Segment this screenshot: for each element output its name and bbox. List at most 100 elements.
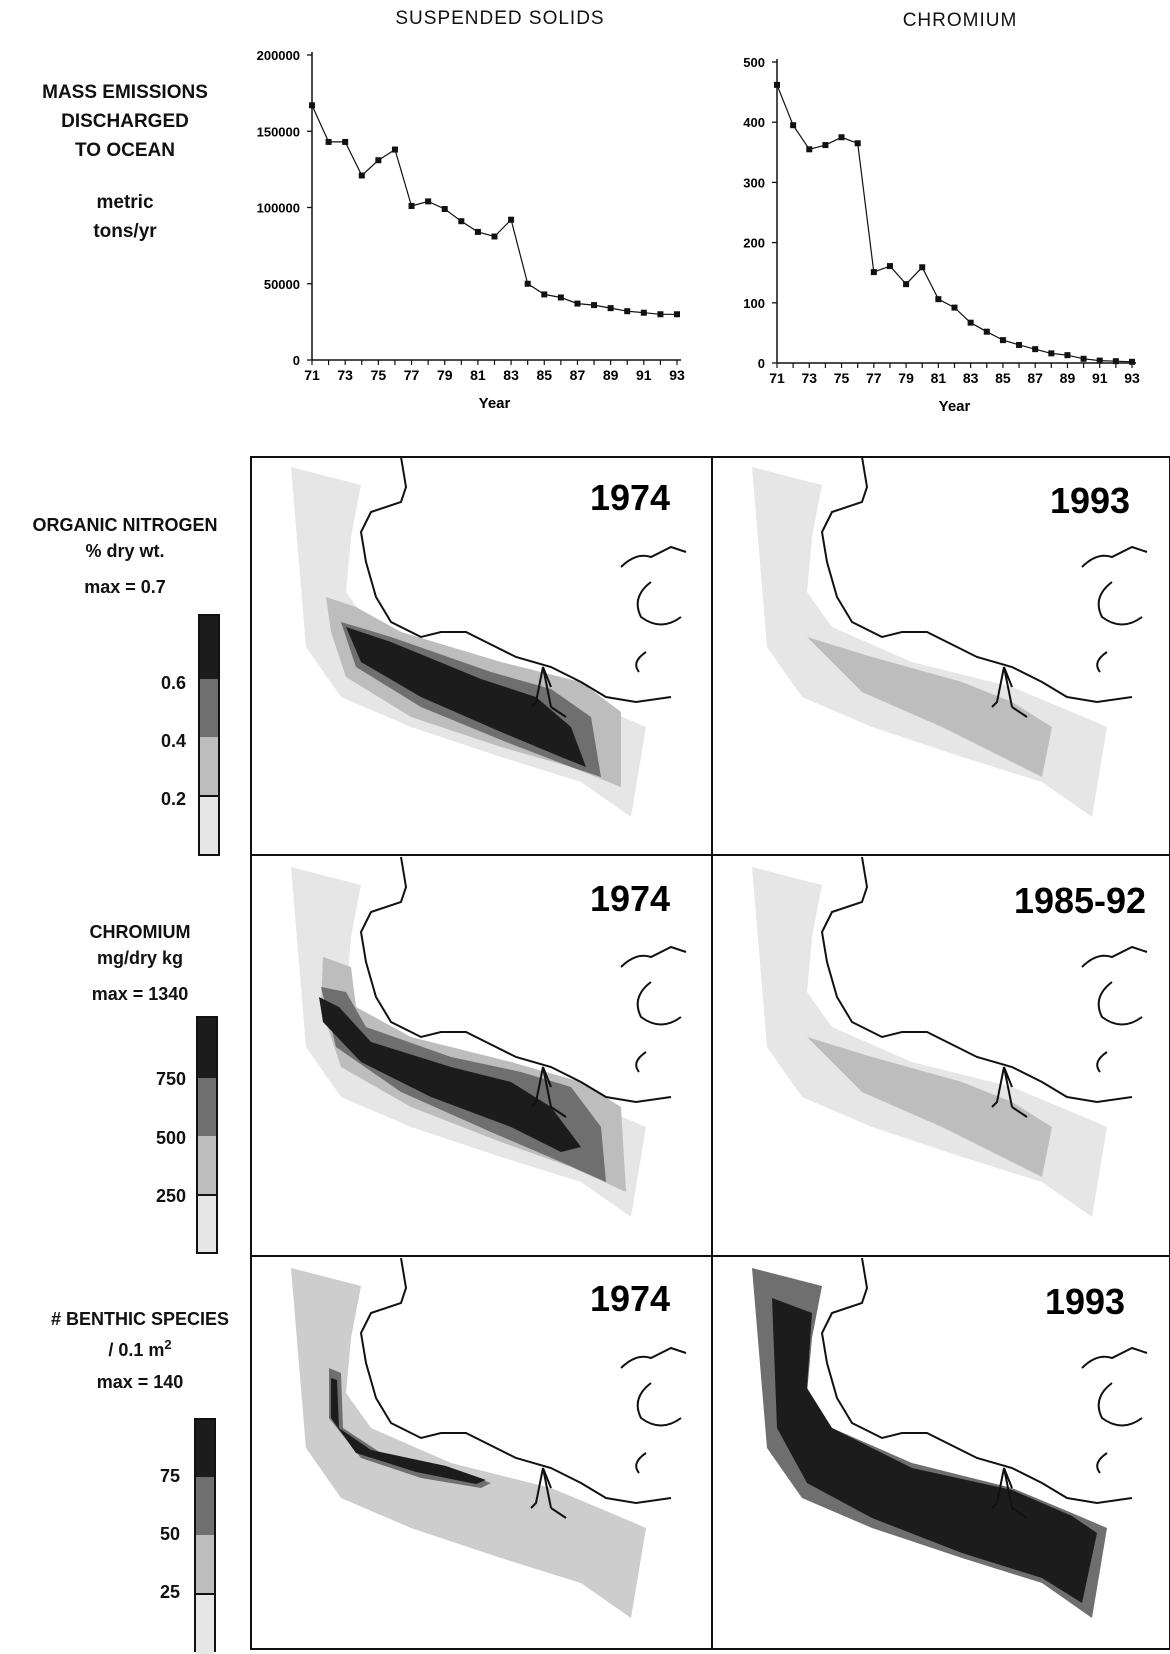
x-tick-label: 73 (801, 370, 817, 386)
x-tick-label: 81 (470, 367, 486, 383)
harbor-outline (620, 545, 687, 673)
map-year-label: 1993 (1045, 1281, 1125, 1322)
contour-mid (807, 1037, 1052, 1177)
data-point (822, 142, 829, 149)
chart-title-chromium: CHROMIUM (902, 10, 1018, 31)
data-point (541, 291, 548, 298)
data-point (491, 233, 498, 240)
data-point (309, 102, 315, 109)
row-label-unit: / 0.1 m2 (0, 1332, 280, 1363)
harbor-outline (1081, 945, 1148, 1073)
row-label-organic-nitrogen: ORGANIC NITROGEN % dry wt. max = 0.7 (0, 512, 250, 600)
x-axis-label: Year (479, 395, 511, 412)
data-point (870, 269, 877, 276)
label-line: metric (96, 192, 154, 213)
contour-max (772, 1298, 1097, 1603)
y-tick-label: 150000 (257, 124, 300, 139)
data-point (1064, 352, 1071, 359)
x-tick-label: 71 (304, 367, 320, 383)
legend-segment (196, 1595, 214, 1654)
harbor-outline (1081, 545, 1148, 673)
coastline (820, 1257, 1133, 1505)
data-point (919, 264, 926, 271)
legend-tick: 0.2 (160, 789, 186, 809)
harbor-outline (620, 945, 687, 1073)
harbor-outline (1081, 1346, 1148, 1474)
x-tick-label: 87 (570, 367, 586, 383)
x-tick-label: 79 (437, 367, 453, 383)
y-tick-label: 400 (743, 115, 765, 130)
outfall-pipes (991, 1467, 1028, 1519)
data-point (1096, 357, 1103, 364)
x-tick-label: 85 (536, 367, 552, 383)
row-label-title: ORGANIC NITROGEN (32, 515, 218, 535)
row-label-unit-sup: 2 (164, 1337, 172, 1352)
legend-segment (200, 737, 218, 797)
data-point (838, 134, 845, 141)
chart-title-suspended-solids: SUSPENDED SOLIDS (395, 8, 605, 29)
x-tick-label: 83 (963, 370, 979, 386)
x-tick-label: 73 (337, 367, 353, 383)
legend-segment (196, 1535, 214, 1595)
data-point (342, 138, 349, 145)
legend-segment (198, 1136, 216, 1196)
y-tick-label: 0 (293, 353, 300, 368)
map-year-label: 1974 (590, 1278, 670, 1319)
row-label-max: max = 0.7 (84, 577, 166, 597)
legend-tick: 0.4 (160, 731, 186, 751)
row-label-chromium: CHROMIUM mg/dry kg max = 1340 (0, 919, 280, 1007)
row-label-title: # BENTHIC SPECIES (50, 1309, 230, 1329)
data-point (391, 146, 398, 153)
row-label-unit: mg/dry kg (96, 948, 184, 968)
legend-bar-benthic-species (194, 1418, 216, 1654)
legend-bar-chromium (196, 1016, 218, 1254)
row-label-unit: % dry wt. (85, 541, 165, 561)
data-point (375, 157, 382, 164)
data-point (425, 198, 432, 205)
data-point (557, 294, 564, 301)
data-point (854, 140, 861, 147)
data-point (674, 311, 680, 318)
data-point (1112, 358, 1119, 365)
y-tick-label: 500 (743, 55, 765, 70)
data-point (408, 202, 415, 209)
y-tick-label: 300 (743, 175, 765, 190)
data-point (806, 146, 813, 153)
map-grid-border (250, 456, 1170, 1650)
contour-max (331, 1378, 486, 1484)
data-point (474, 228, 481, 235)
x-axis-label: Year (939, 398, 971, 415)
row-label-max: max = 140 (96, 1372, 184, 1392)
data-point (1129, 358, 1135, 365)
y-tick-label: 0 (758, 356, 765, 371)
data-point (790, 122, 797, 129)
map-panel (752, 1257, 1148, 1618)
row-label-max: max = 1340 (91, 984, 189, 1004)
map-panel (752, 456, 1148, 817)
x-tick-label: 83 (503, 367, 519, 383)
label-line: TO OCEAN (75, 140, 175, 161)
y-tick-label: 200 (743, 236, 765, 251)
legend-segment (200, 797, 218, 854)
coastline (820, 856, 1133, 1104)
x-tick-label: 75 (834, 370, 850, 386)
legend-segment (198, 1078, 216, 1136)
outfall-pipes (530, 666, 567, 718)
contour-mid (807, 637, 1052, 777)
map-panel (291, 1257, 687, 1618)
data-point (983, 328, 990, 335)
x-tick-label: 89 (1060, 370, 1076, 386)
legend-segment (196, 1477, 214, 1535)
legend-tick: 250 (155, 1186, 186, 1206)
map-grid-lines (250, 456, 1170, 1650)
data-point (657, 311, 664, 318)
y-tick-label: 50000 (264, 277, 300, 292)
data-point (624, 308, 631, 315)
coastline (359, 1257, 672, 1505)
data-point (951, 304, 958, 311)
coastline (359, 456, 672, 704)
legend-segment (198, 1018, 216, 1078)
x-tick-label: 75 (371, 367, 387, 383)
x-tick-label: 77 (404, 367, 420, 383)
